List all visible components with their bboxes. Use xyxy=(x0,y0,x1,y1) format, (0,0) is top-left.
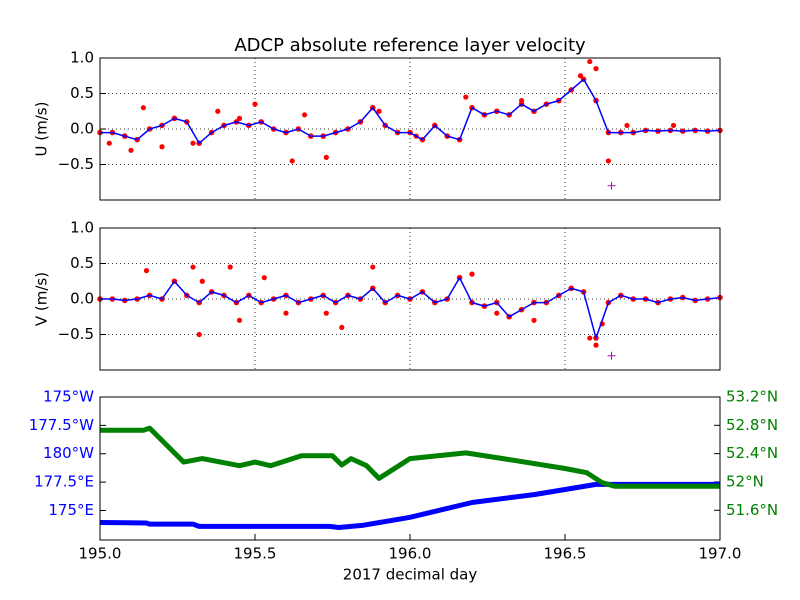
data-point xyxy=(252,101,258,107)
x-tick-label: 195.0 xyxy=(79,545,122,563)
axes-frame xyxy=(99,227,721,371)
data-point xyxy=(339,324,345,330)
data-point xyxy=(283,310,289,316)
x-tick-label: 196.0 xyxy=(389,545,432,563)
y-tick-label: 177.5°E xyxy=(34,473,94,491)
data-point xyxy=(670,122,677,129)
series-line xyxy=(100,425,720,489)
y-tick-label: −0.5 xyxy=(58,325,94,343)
marker xyxy=(607,181,616,190)
data-point xyxy=(370,264,376,270)
data-point xyxy=(323,154,329,160)
data-point xyxy=(302,112,308,118)
data-point xyxy=(236,115,243,121)
marker xyxy=(607,351,616,360)
data-point xyxy=(236,317,243,323)
data-point xyxy=(128,147,134,153)
x-tick-label: 196.5 xyxy=(544,545,587,563)
y-tick-label: 0.5 xyxy=(70,254,94,272)
data-point xyxy=(106,140,112,146)
data-point xyxy=(323,310,329,316)
y-tick-label: 0.0 xyxy=(70,290,94,308)
data-point xyxy=(494,310,500,316)
y-tick-label: 177.5°W xyxy=(29,416,94,434)
x-tick-label: 195.5 xyxy=(234,545,277,563)
y2-tick-label: 52.4°N xyxy=(726,444,778,462)
data-point xyxy=(289,158,295,164)
y-tick-label: 180°W xyxy=(43,444,94,462)
y2-tick-label: 52.8°N xyxy=(726,416,778,434)
data-point xyxy=(143,268,150,274)
y2-tick-label: 51.6°N xyxy=(726,501,778,519)
y-tick-label: 0.5 xyxy=(70,84,94,102)
data-point xyxy=(587,335,593,341)
y-tick-label: −0.5 xyxy=(58,155,94,173)
data-point xyxy=(376,108,382,114)
data-point xyxy=(190,264,196,270)
data-point xyxy=(587,58,593,65)
x-tick-label: 197.0 xyxy=(699,545,742,563)
series-line xyxy=(100,276,721,339)
y2-tick-label: 53.2°N xyxy=(726,388,778,406)
axes-frame xyxy=(99,396,721,541)
data-point xyxy=(577,73,584,79)
data-point xyxy=(469,271,475,277)
data-point xyxy=(140,105,146,111)
series-line xyxy=(100,78,721,144)
chart-title: ADCP absolute reference layer velocity xyxy=(234,35,586,56)
data-point xyxy=(593,342,599,348)
data-point xyxy=(215,108,221,114)
y-tick-label: 1.0 xyxy=(70,49,94,67)
axes-frame xyxy=(99,57,721,201)
data-point xyxy=(605,158,612,164)
data-point xyxy=(159,144,165,150)
y-tick-label: 175°E xyxy=(48,501,94,519)
data-point xyxy=(261,275,267,281)
data-point xyxy=(624,122,630,129)
y-tick-label: 175°W xyxy=(43,388,94,406)
y-axis-label: U (m/s) xyxy=(33,102,51,157)
y-axis-label: V (m/s) xyxy=(33,272,51,326)
data-point xyxy=(227,264,233,270)
data-point xyxy=(463,94,469,100)
y-tick-label: 0.0 xyxy=(70,120,94,138)
data-point xyxy=(196,331,202,338)
y-tick-label: 1.0 xyxy=(70,219,94,237)
y2-tick-label: 52°N xyxy=(726,472,764,490)
data-point xyxy=(531,317,537,323)
data-point xyxy=(593,66,599,72)
x-axis-label: 2017 decimal day xyxy=(343,566,478,584)
series-line xyxy=(99,481,720,530)
data-point xyxy=(199,278,205,284)
data-point xyxy=(190,140,196,146)
